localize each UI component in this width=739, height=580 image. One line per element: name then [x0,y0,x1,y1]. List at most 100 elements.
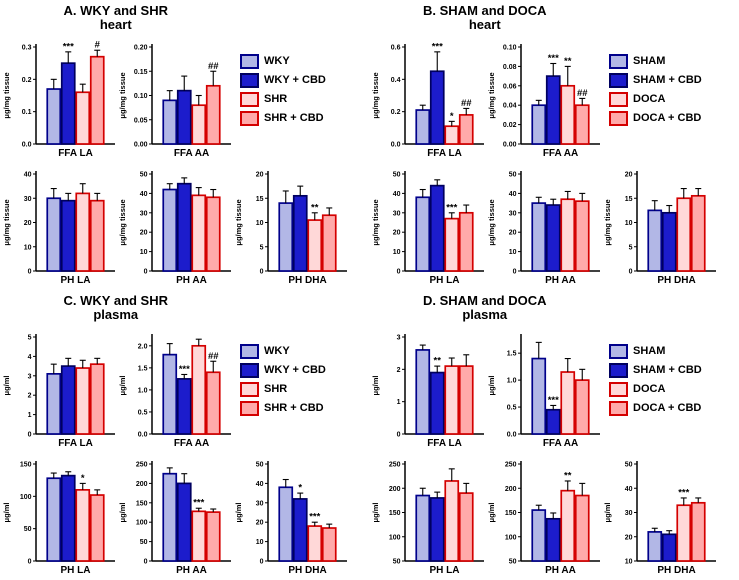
y-tick-label: 1.5 [507,350,517,357]
bar-chart-ffa-aa: 0.00 0.05 0.10 0.15 0.20 μg/mg tissue ## FFA AA [118,43,231,159]
bar-chart-ph-la: 0 10 20 30 40 50 μg/mg tissue *** PH LA [371,170,484,286]
bar-sham-cbd [429,496,445,562]
y-tick-label: 0.10 [134,93,148,100]
y-tick-label: 40 [24,171,32,178]
legend-swatch-sham-cbd [609,72,628,88]
bar-wky-cbd [176,182,192,272]
bar-shr [307,218,323,272]
legend-label-wky: WKY [264,55,290,68]
y-tick-label: 150 [20,461,32,468]
bar-doca-cbd [458,113,474,145]
bar-doca [444,217,460,272]
significance-marker: ** [311,202,319,213]
x-axis-label: PH AA [545,275,576,286]
y-tick-label: 30 [140,210,148,217]
bar-shr [191,103,207,145]
y-tick-label: 20 [24,220,32,227]
y-tick-label: 150 [505,510,517,517]
legend-item-shr-cbd: SHR + CBD [240,400,326,416]
bar-wky-cbd [60,364,76,435]
legend-swatch-doca [609,381,628,397]
y-tick-label: 150 [136,500,148,507]
y-tick-label: 0 [397,268,401,275]
bar-shr [191,194,207,272]
legend-label-doca-cbd: DOCA + CBD [633,402,702,415]
y-tick-label: 0.0 [138,431,148,438]
y-tick-label: 50 [256,461,264,468]
y-tick-label: 0.06 [503,83,517,90]
y-tick-label: 100 [136,519,148,526]
bar-sham [531,103,547,145]
bar-sham [531,201,547,272]
y-tick-label: 250 [505,461,517,468]
legend-item-doca-cbd: DOCA + CBD [609,110,702,126]
y-tick-label: 50 [24,526,32,533]
legend-swatch-doca-cbd [609,110,628,126]
y-tick-label: 20 [393,229,401,236]
y-tick-label: 200 [505,485,517,492]
bar-shr [75,91,91,145]
bar-shr-cbd [205,510,221,562]
x-axis-label: FFA LA [58,438,93,449]
y-tick-label: 10 [625,558,633,565]
y-tick-label: 20 [509,229,517,236]
y-tick-label: 50 [625,461,633,468]
y-axis-label: μg/ml [371,375,380,395]
bar-doca-cbd [574,494,590,562]
legend-item-doca: DOCA [609,381,702,397]
bar-shr [191,344,207,435]
bar-wky [46,372,62,435]
y-tick-label: 40 [256,480,264,487]
bar-shr [191,510,207,562]
y-axis-label: μg/mg tissue [118,72,127,118]
x-axis-label: PH LA [61,565,91,576]
y-tick-label: 1 [397,399,401,406]
x-axis-label: PH DHA [288,565,326,576]
legend-item-sham-cbd: SHAM + CBD [609,72,702,88]
y-tick-label: 0.10 [503,44,517,51]
bar-sham [647,209,663,272]
significance-marker: *** [179,364,190,375]
legend-item-wky: WKY [240,343,326,359]
bar-sham-cbd [661,211,677,272]
x-axis-label: PH LA [430,275,460,286]
y-tick-label: 0.20 [134,44,148,51]
panel-subtitle: heart [468,17,501,33]
bar-doca-cbd [458,364,474,435]
significance-marker: *** [446,202,457,213]
significance-marker: * [81,472,85,483]
y-axis-label: μg/mg tissue [234,199,243,245]
bar-wky-cbd [60,199,76,272]
bar-chart-ffa-la: 0 1 2 3 4 5 μg/ml FFA LA [2,333,115,449]
significance-marker: ## [577,88,588,99]
legend: WKY WKY + CBD SHR SHR + CBD [240,53,326,126]
y-tick-label: 0.0 [391,141,401,148]
y-tick-label: 5 [260,244,264,251]
y-tick-label: 50 [140,171,148,178]
y-tick-label: 0.04 [503,102,517,109]
y-tick-label: 0 [260,268,264,275]
bar-sham [415,196,431,272]
y-tick-label: 15 [256,195,264,202]
bar-doca-cbd [690,501,706,562]
y-axis-label: μg/ml [2,375,11,395]
significance-marker: *** [309,511,320,522]
y-tick-label: 50 [140,539,148,546]
y-axis-label: μg/mg tissue [2,72,11,118]
bar-shr-cbd [205,84,221,145]
bar-shr-cbd [89,493,105,562]
bar-wky [278,201,294,272]
legend-label-sham-cbd: SHAM + CBD [633,364,702,377]
y-tick-label: 0.05 [134,117,148,124]
x-axis-label: PH AA [176,565,207,576]
bar-sham-cbd [429,184,445,272]
bar-shr [75,192,91,272]
panel-d-titlebox: D. SHAM and DOCA plasma [371,293,599,323]
panel-title: C. WKY and SHR [63,293,169,308]
legend-item-sham-cbd: SHAM + CBD [609,362,702,378]
legend-item-sham: SHAM [609,53,702,69]
y-tick-label: 10 [256,539,264,546]
panel-b-row-1: 0.0 0.2 0.4 0.6 μg/mg tissue *** * ## FFA LA 0.00… [371,34,738,160]
y-axis-label: μg/mg tissue [603,199,612,245]
